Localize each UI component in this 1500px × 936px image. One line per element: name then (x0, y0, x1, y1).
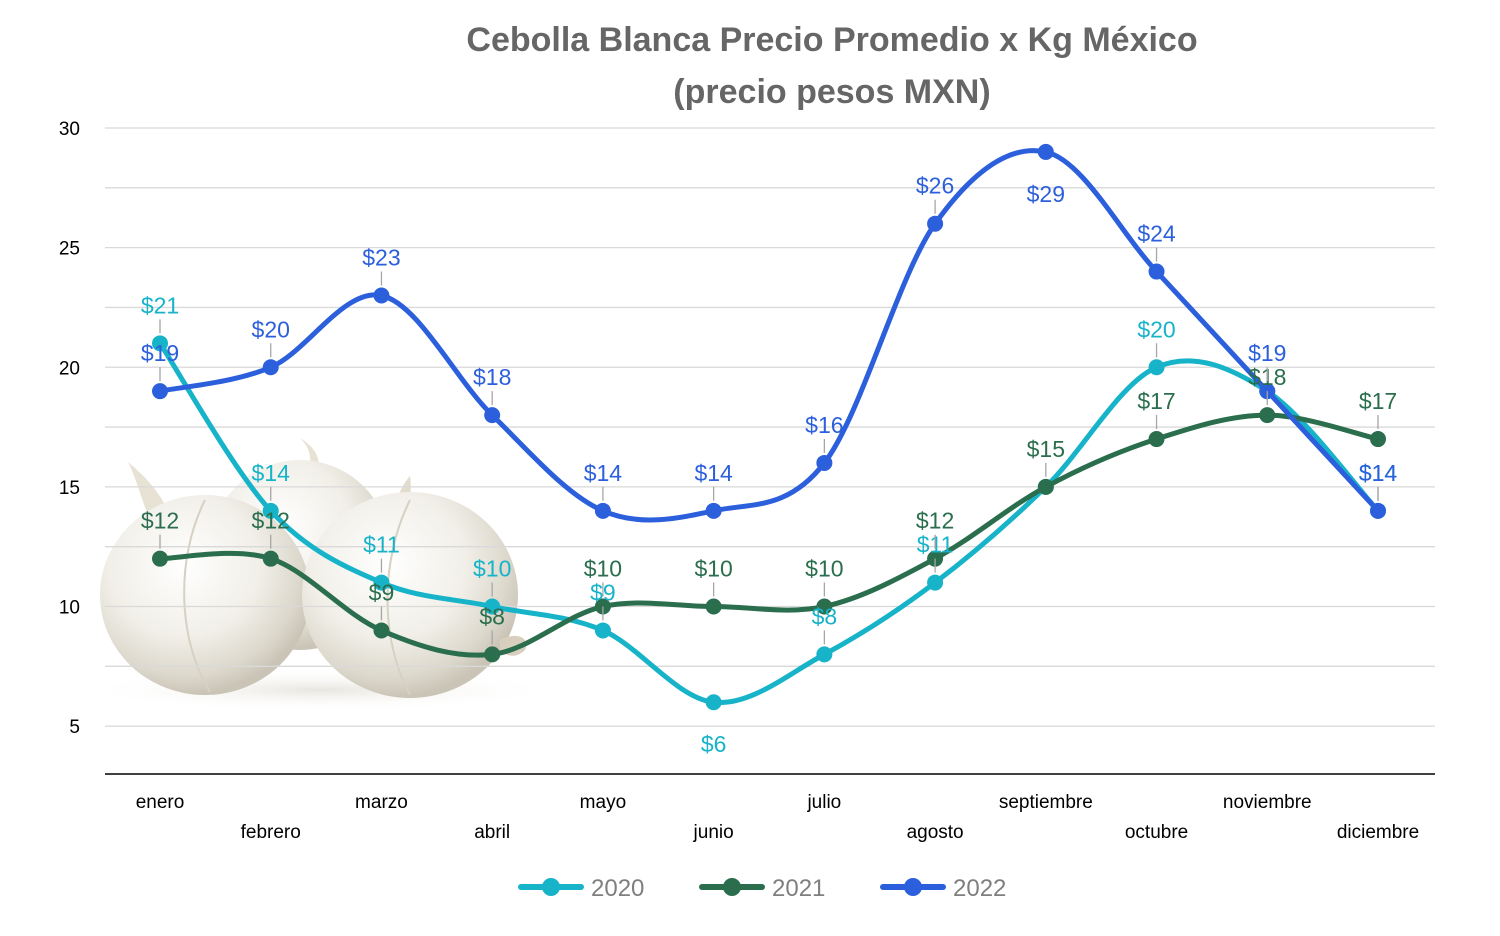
chart-title: Cebolla Blanca Precio Promedio x Kg Méxi… (466, 21, 1197, 59)
series-2022-point (373, 287, 390, 304)
series-2022-point (484, 407, 501, 424)
series-2022-data-label: $20 (252, 316, 290, 342)
series-2022-point (594, 502, 611, 519)
series-2020-point (1148, 359, 1165, 376)
series-2022-data-label: $19 (141, 340, 179, 366)
series-2020-point (816, 646, 833, 663)
series-2021-data-label: $9 (369, 579, 395, 605)
series-2022-point (1148, 263, 1165, 280)
series-2022-point (1037, 143, 1054, 160)
series-2022-point (262, 359, 279, 376)
x-tick-label: enero (136, 792, 185, 813)
x-tick-label: julio (806, 792, 841, 813)
series-2021-data-label: $12 (141, 508, 179, 534)
series-2021-data-label: $10 (584, 556, 622, 582)
series-2021-data-label: $10 (805, 556, 843, 582)
series-2020-point (705, 694, 722, 711)
series-2022-point (1370, 502, 1386, 519)
series-2020-point (373, 574, 390, 591)
series-2021-point (705, 598, 722, 615)
x-tick-label: marzo (355, 792, 408, 813)
gridlines (105, 127, 1435, 727)
series-2022-data-label: $14 (1359, 460, 1398, 486)
x-tick-label: abril (474, 822, 510, 843)
series-2021-data-label: $8 (479, 603, 505, 629)
series-2021-point (152, 550, 168, 567)
series-2020-line (157, 340, 1381, 705)
series-2020-data-label: $14 (1359, 460, 1398, 486)
series-2020-data-label: $20 (1137, 316, 1175, 342)
series-2022-data-label: $18 (473, 364, 511, 390)
chart-subtitle: (precio pesos MXN) (673, 73, 990, 111)
series-2022-data-label: $14 (694, 460, 733, 486)
series-2021-point (1037, 478, 1054, 495)
y-tick-label: 20 (59, 358, 80, 379)
series-2020-data-label: $11 (363, 532, 400, 558)
series-2020-data-label: $8 (812, 603, 838, 629)
series-2021-data-label: $12 (252, 508, 290, 534)
series-2020-data-label: $14 (252, 460, 291, 486)
series-2021-data-label: $10 (694, 556, 732, 582)
series-2021-point (484, 646, 501, 663)
series-2020-legend-marker (542, 878, 560, 896)
series-2021-point (1259, 407, 1276, 424)
y-tick-label: 30 (59, 119, 80, 140)
x-tick-label: noviembre (1223, 792, 1312, 813)
series-2022-legend-marker (904, 878, 922, 896)
series-2021-data-label: $15 (1027, 436, 1065, 462)
series-2022-data-label: $29 (1027, 181, 1065, 207)
series-2022-line (157, 148, 1381, 523)
series-2022-point (816, 454, 833, 471)
series-2022-data-label: $19 (1248, 340, 1286, 366)
x-tick-label: octubre (1125, 822, 1188, 843)
series-2020-point (152, 335, 168, 352)
data-labels: $21$14$11$10$9$6$8$11$20$14$12 $12$9$8$10… (141, 173, 1398, 758)
series-2022-data-label: $23 (362, 244, 400, 270)
series-2022-data-label: $14 (584, 460, 623, 486)
series-2020-data-label: $21 (141, 292, 179, 318)
series-2022-data-label: $16 (805, 412, 843, 438)
y-axis-ticks: 5 10 15 20 25 30 (59, 119, 80, 738)
series-2020-point (484, 598, 501, 615)
x-tick-label: junio (693, 822, 734, 843)
series-2021-data-label: $12 (916, 508, 954, 534)
series-2020-point (594, 622, 611, 639)
series-2021-point (1370, 431, 1386, 448)
series-2021-point (373, 622, 390, 639)
x-tick-label: agosto (907, 822, 964, 843)
series-2020-legend-label: 2020 (591, 875, 644, 902)
series-2022-legend-label: 2022 (953, 875, 1006, 902)
legend: 2020 2021 2022 (518, 875, 1006, 902)
x-tick-label: diciembre (1337, 822, 1419, 843)
series-2020-point (927, 574, 944, 591)
series-2021-legend-label: 2021 (772, 875, 825, 902)
series-2022-data-label: $26 (916, 173, 954, 199)
series-2020-point (262, 502, 279, 519)
series-2020-data-label: $6 (701, 731, 727, 757)
x-tick-label: febrero (241, 822, 301, 843)
x-tick-label: mayo (580, 792, 626, 813)
series-2022-point (152, 383, 168, 400)
series-2021-point (816, 598, 833, 615)
series-2021-data-label: $17 (1359, 388, 1397, 414)
chart-title-group: Cebolla Blanca Precio Promedio x Kg Méxi… (466, 21, 1197, 111)
series-2022-data-label: $24 (1137, 221, 1176, 247)
series-2021-point (1148, 431, 1165, 448)
series-2022-point (927, 215, 944, 232)
series-2021-point (262, 550, 279, 567)
x-axis-ticks: enero febrero marzo abril mayo junio julio agos… (136, 792, 1419, 843)
y-tick-label: 25 (59, 239, 80, 260)
y-tick-label: 10 (59, 598, 80, 619)
x-tick-label: septiembre (999, 792, 1093, 813)
series-2020-data-label: $10 (473, 556, 511, 582)
y-tick-label: 5 (69, 717, 80, 738)
series-2021-legend-marker (723, 878, 741, 896)
y-tick-label: 15 (59, 478, 80, 499)
series-2022-point (705, 502, 722, 519)
series-2021-data-label: $17 (1137, 388, 1175, 414)
